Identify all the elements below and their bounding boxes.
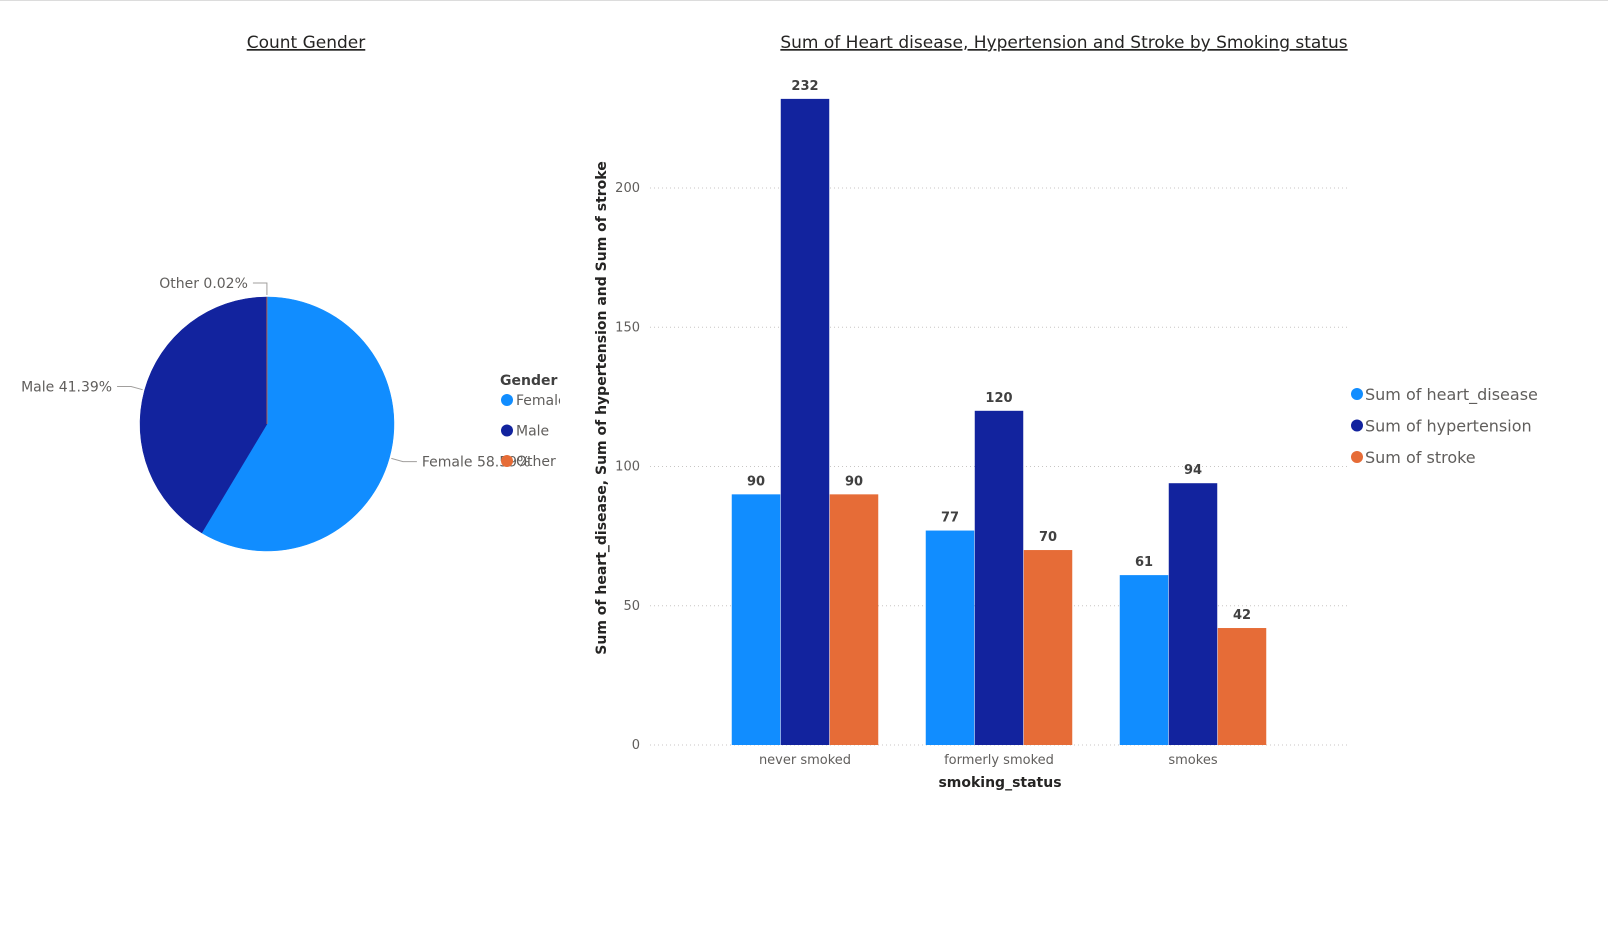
pie-slice-label-male: Male 41.39% [21,379,112,395]
legend-marker-sum-of-hypertension [1351,419,1363,432]
data-label: 90 [845,474,863,489]
pie-slice-male[interactable] [139,296,268,534]
legend-item-female[interactable]: Female [516,393,560,409]
data-label: 120 [985,391,1012,406]
data-label: 61 [1135,555,1153,570]
y-tick-label: 0 [632,738,640,753]
data-label: 232 [791,79,818,94]
legend-item-other[interactable]: Other [516,454,556,470]
bar-sum-of-heart-disease-formerly-smoked[interactable] [925,530,975,745]
x-tick-label-never-smoked: never smoked [759,753,851,768]
y-tick-label: 100 [615,460,640,475]
legend-item-sum-of-heart-disease[interactable]: Sum of heart_disease [1365,385,1538,405]
legend-marker-sum-of-heart-disease [1351,388,1363,400]
bar-sum-of-stroke-formerly-smoked[interactable] [1023,550,1073,745]
pie-slice-label-female: Female 58.59% [422,455,530,471]
legend-marker-male [501,424,513,437]
pie-leader-line [117,385,143,391]
y-tick-label: 50 [623,599,640,614]
pie-leader-line [391,457,417,463]
top-border [0,0,1608,1]
data-label: 94 [1184,463,1202,478]
legend-item-sum-of-stroke[interactable]: Sum of stroke [1365,448,1476,467]
pie-slice-female[interactable] [201,296,395,552]
legend-marker-sum-of-stroke [1351,451,1363,463]
y-tick-label: 200 [615,181,640,196]
bar-sum-of-heart-disease-smokes[interactable] [1119,575,1169,745]
y-tick-label: 150 [615,320,640,335]
x-tick-label-smokes: smokes [1168,753,1217,768]
pie-chart-title: Count Gender [247,33,366,53]
bar-chart-title: Sum of Heart disease, Hypertension and S… [780,33,1347,53]
bar-sum-of-stroke-smokes[interactable] [1217,628,1267,745]
bar-sum-of-hypertension-smokes[interactable] [1168,483,1218,745]
legend-marker-other [501,455,513,467]
pie-slice-label-other: Other 0.02% [159,276,248,292]
data-label: 70 [1039,530,1057,545]
bar-sum-of-hypertension-never-smoked[interactable] [780,98,830,745]
pie-leader-line [252,282,268,296]
x-axis-title: smoking_status [938,775,1061,791]
legend-marker-female [501,394,513,406]
y-axis-title: Sum of heart_disease, Sum of hypertensio… [594,161,610,654]
pie-legend-title: Gender [500,373,557,389]
pie-chart: Count Gender Female 58.59% Male 41.39% Oth… [21,33,560,552]
data-label: 42 [1233,608,1251,623]
legend-item-male[interactable]: Male [516,424,549,440]
data-label: 77 [941,511,959,526]
bar-sum-of-hypertension-formerly-smoked[interactable] [974,410,1024,745]
bar-sum-of-stroke-never-smoked[interactable] [829,494,879,745]
legend-item-sum-of-hypertension[interactable]: Sum of hypertension [1365,417,1532,436]
x-tick-label-formerly-smoked: formerly smoked [944,753,1054,768]
data-label: 90 [747,474,765,489]
bar-sum-of-heart-disease-never-smoked[interactable] [731,494,781,745]
